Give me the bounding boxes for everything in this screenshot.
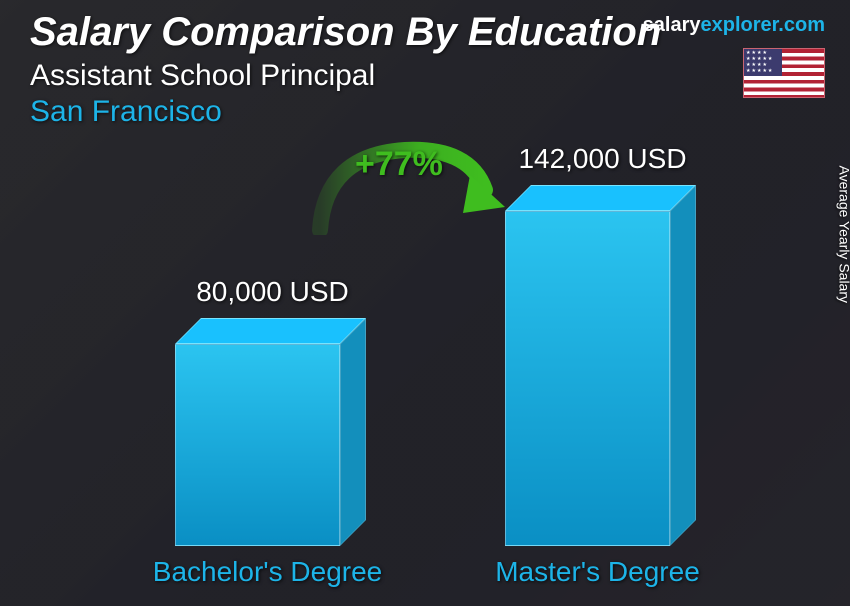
job-subtitle: Assistant School Principal [30, 59, 830, 93]
bar-category-0: Bachelor's Degree [130, 556, 405, 588]
bar-1 [505, 211, 670, 546]
brand-left: salary [643, 14, 701, 36]
bar-value-1: 142,000 USD [495, 143, 710, 175]
brand-right: explorer.com [700, 14, 825, 36]
country-flag-icon [743, 48, 825, 98]
infographic-canvas: Salary Comparison By Education Assistant… [0, 0, 850, 606]
location-text: San Francisco [30, 95, 830, 129]
brand-logo: salaryexplorer.com [643, 14, 825, 37]
chart-area: 80,000 USDBachelor's Degree142,000 USDMa… [0, 160, 850, 606]
bar-value-0: 80,000 USD [165, 276, 380, 308]
bar-category-1: Master's Degree [460, 556, 735, 588]
bar-0 [175, 344, 340, 546]
